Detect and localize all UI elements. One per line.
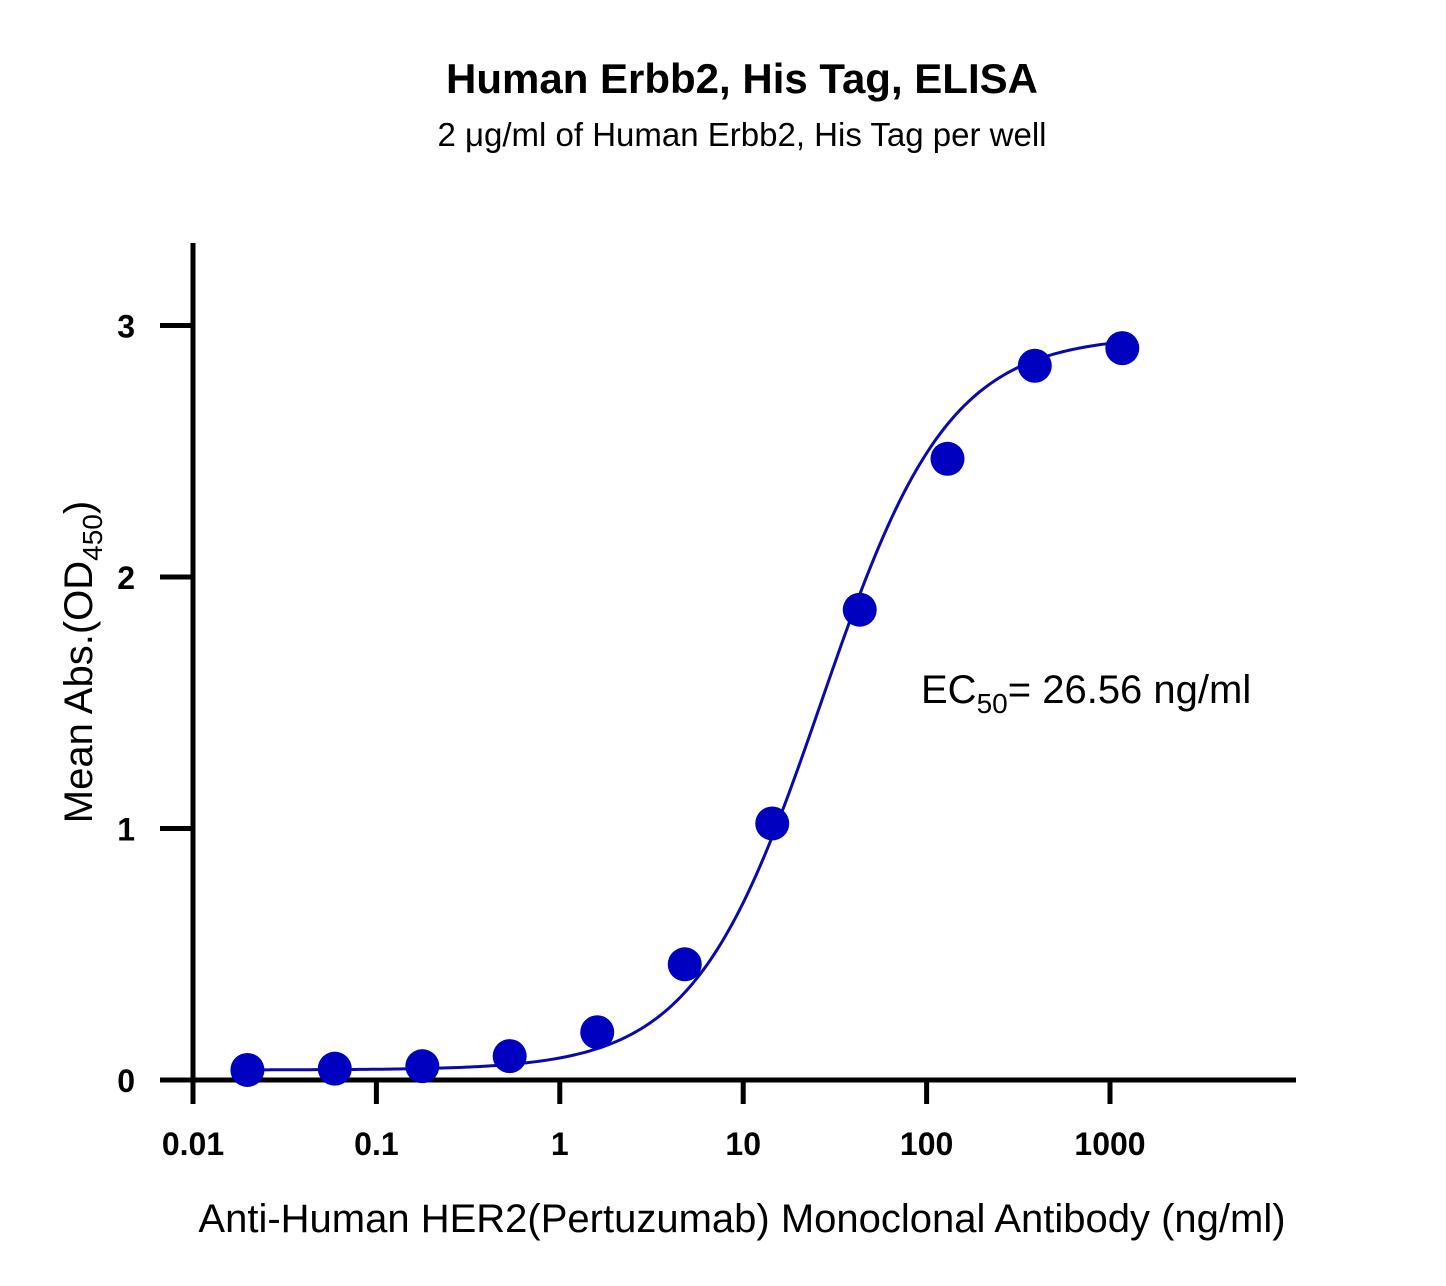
ec50-annotation: EC50= 26.56 ng/ml: [921, 668, 1251, 719]
y-ticks: 0 1 2 3: [117, 309, 193, 1099]
x-tick-label: 100: [900, 1126, 953, 1162]
y-axis-label-sub: 450: [77, 514, 108, 561]
x-tick-label: 1: [551, 1126, 569, 1162]
data-point: [667, 947, 702, 982]
data-point: [580, 1015, 615, 1050]
y-tick-label: 1: [117, 812, 135, 848]
data-point: [930, 441, 965, 476]
x-tick-label: 1000: [1074, 1126, 1145, 1162]
x-axis-label: Anti-Human HER2(Pertuzumab) Monoclonal A…: [198, 1197, 1285, 1241]
y-tick-label: 2: [117, 560, 135, 596]
fit-curve: [247, 340, 1123, 1072]
x-tick-label: 0.01: [162, 1126, 224, 1162]
ec50-prefix: EC: [921, 668, 977, 712]
axes: [160, 243, 1296, 1083]
data-point: [1017, 348, 1052, 383]
ec50-subscript: 50: [977, 688, 1008, 719]
data-point: [230, 1052, 265, 1087]
y-axis-label-close: ): [57, 501, 101, 514]
data-points: [230, 331, 1140, 1087]
chart-subtitle: 2 μg/ml of Human Erbb2, His Tag per well: [437, 116, 1046, 153]
x-tick-label: 10: [725, 1126, 761, 1162]
y-tick-label: 3: [117, 309, 135, 345]
chart-title: Human Erbb2, His Tag, ELISA: [446, 55, 1038, 102]
data-point: [1105, 331, 1140, 366]
data-point: [842, 592, 877, 627]
y-axis-label-main: Mean Abs.(OD: [57, 561, 101, 823]
data-point: [492, 1039, 527, 1074]
x-ticks: 0.01 0.1 1 10 100 1000: [162, 1080, 1146, 1162]
data-point: [317, 1051, 352, 1086]
x-tick-label: 0.1: [354, 1126, 398, 1162]
data-point: [755, 806, 790, 841]
y-axis-label: Mean Abs.(OD450): [57, 501, 108, 823]
ec50-value: = 26.56 ng/ml: [1008, 668, 1252, 712]
data-point: [405, 1049, 440, 1084]
y-tick-label: 0: [117, 1063, 135, 1099]
